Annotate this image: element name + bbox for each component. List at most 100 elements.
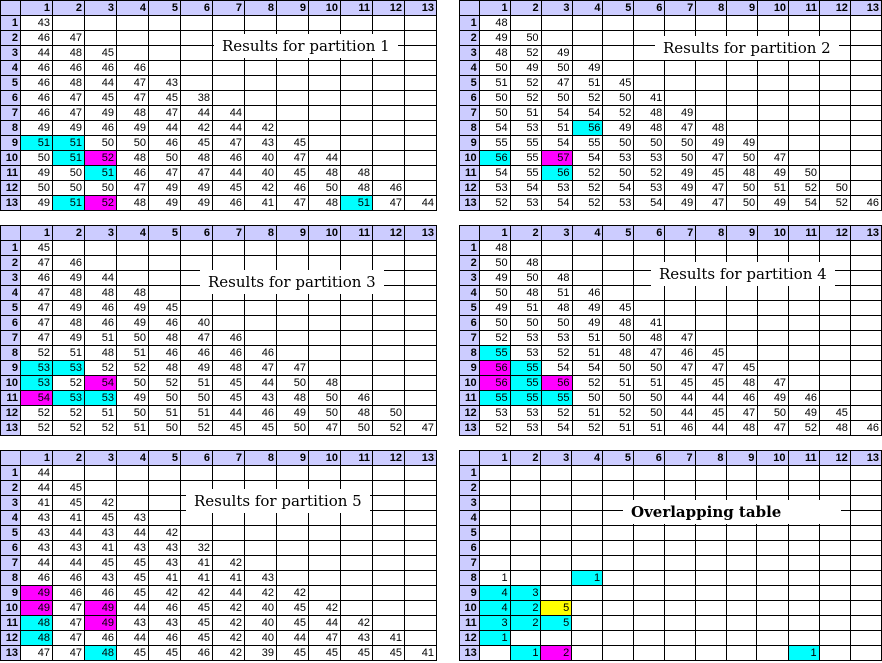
table-cell[interactable]: 53: [478, 405, 511, 421]
table-cell[interactable]: [180, 75, 213, 91]
table-cell[interactable]: 56: [571, 120, 604, 136]
table-cell[interactable]: 42: [212, 645, 245, 661]
table-cell[interactable]: [509, 15, 542, 31]
table-cell[interactable]: [84, 15, 117, 31]
table-cell[interactable]: [664, 60, 697, 76]
table-cell[interactable]: [540, 555, 573, 571]
table-cell[interactable]: [212, 60, 245, 76]
table-cell[interactable]: [571, 555, 604, 571]
table-cell[interactable]: 48: [52, 45, 85, 61]
table-cell[interactable]: 45: [695, 165, 728, 181]
table-cell[interactable]: [849, 165, 882, 181]
table-cell[interactable]: 45: [276, 645, 309, 661]
table-cell[interactable]: 44: [84, 270, 117, 286]
table-cell[interactable]: [84, 465, 117, 481]
table-cell[interactable]: 50: [540, 315, 573, 331]
table-cell[interactable]: 41: [52, 510, 85, 526]
table-cell[interactable]: 53: [509, 195, 542, 211]
table-cell[interactable]: 49: [788, 405, 820, 421]
table-cell[interactable]: [849, 105, 882, 121]
table-cell[interactable]: 50: [726, 150, 759, 166]
table-cell[interactable]: 49: [571, 315, 604, 331]
table-cell[interactable]: 45: [276, 600, 309, 616]
table-cell[interactable]: 48: [84, 645, 117, 661]
table-cell[interactable]: [602, 270, 635, 286]
table-cell[interactable]: 51: [340, 195, 373, 211]
table-cell[interactable]: [180, 30, 213, 46]
table-cell[interactable]: [148, 255, 181, 271]
table-cell[interactable]: [664, 300, 697, 316]
table-cell[interactable]: [404, 510, 437, 526]
table-cell[interactable]: 5: [540, 615, 573, 631]
table-cell[interactable]: 40: [244, 600, 277, 616]
table-cell[interactable]: 49: [116, 300, 149, 316]
table-cell[interactable]: [819, 300, 851, 316]
table-cell[interactable]: [756, 615, 789, 631]
table-cell[interactable]: [726, 60, 759, 76]
table-cell[interactable]: 50: [602, 90, 635, 106]
table-cell[interactable]: [849, 480, 882, 496]
table-cell[interactable]: [509, 570, 542, 586]
table-cell[interactable]: 42: [340, 615, 373, 631]
table-cell[interactable]: 40: [180, 315, 213, 331]
table-cell[interactable]: [540, 570, 573, 586]
table-cell[interactable]: 48: [726, 420, 759, 436]
table-cell[interactable]: 48: [52, 285, 85, 301]
table-cell[interactable]: 46: [849, 195, 882, 211]
table-cell[interactable]: [372, 585, 405, 601]
table-cell[interactable]: 49: [571, 300, 604, 316]
table-cell[interactable]: 48: [540, 270, 573, 286]
table-cell[interactable]: [726, 240, 759, 256]
table-cell[interactable]: 47: [757, 150, 790, 166]
table-cell[interactable]: 45: [276, 135, 309, 151]
table-cell[interactable]: 41: [148, 570, 181, 586]
table-cell[interactable]: 50: [84, 180, 117, 196]
table-cell[interactable]: 51: [571, 405, 604, 421]
table-cell[interactable]: [308, 570, 341, 586]
table-cell[interactable]: [695, 15, 728, 31]
table-cell[interactable]: [602, 525, 634, 541]
table-cell[interactable]: [726, 105, 759, 121]
table-cell[interactable]: [571, 240, 604, 256]
table-cell[interactable]: [571, 585, 604, 601]
table-cell[interactable]: [404, 345, 437, 361]
table-cell[interactable]: [571, 645, 604, 661]
table-cell[interactable]: [372, 75, 405, 91]
table-cell[interactable]: [849, 390, 882, 406]
table-cell[interactable]: [756, 630, 789, 646]
table-cell[interactable]: [632, 525, 665, 541]
table-cell[interactable]: 50: [633, 360, 666, 376]
table-cell[interactable]: [404, 285, 437, 301]
table-cell[interactable]: 49: [52, 300, 85, 316]
table-cell[interactable]: 48: [819, 420, 851, 436]
table-cell[interactable]: 47: [52, 105, 85, 121]
table-cell[interactable]: [308, 525, 341, 541]
table-cell[interactable]: [633, 15, 666, 31]
table-cell[interactable]: [404, 585, 437, 601]
table-cell[interactable]: [308, 240, 341, 256]
table-cell[interactable]: [571, 465, 604, 481]
table-cell[interactable]: 42: [244, 585, 277, 601]
table-cell[interactable]: [478, 480, 511, 496]
table-cell[interactable]: 47: [52, 630, 85, 646]
table-cell[interactable]: 48: [116, 150, 149, 166]
table-cell[interactable]: 39: [244, 645, 277, 661]
table-cell[interactable]: 54: [602, 180, 635, 196]
table-cell[interactable]: 42: [212, 600, 245, 616]
table-cell[interactable]: [695, 300, 728, 316]
table-cell[interactable]: [148, 510, 181, 526]
table-cell[interactable]: [404, 45, 437, 61]
table-cell[interactable]: [180, 60, 213, 76]
table-cell[interactable]: 47: [244, 360, 277, 376]
table-cell[interactable]: 56: [478, 360, 511, 376]
table-cell[interactable]: 45: [276, 615, 309, 631]
table-cell[interactable]: 50: [52, 180, 85, 196]
table-cell[interactable]: 44: [52, 525, 85, 541]
table-cell[interactable]: 46: [20, 270, 53, 286]
table-cell[interactable]: [788, 150, 820, 166]
table-cell[interactable]: 42: [212, 555, 245, 571]
table-cell[interactable]: [788, 375, 820, 391]
table-cell[interactable]: [725, 630, 758, 646]
table-cell[interactable]: 45: [664, 375, 697, 391]
table-cell[interactable]: 46: [84, 585, 117, 601]
